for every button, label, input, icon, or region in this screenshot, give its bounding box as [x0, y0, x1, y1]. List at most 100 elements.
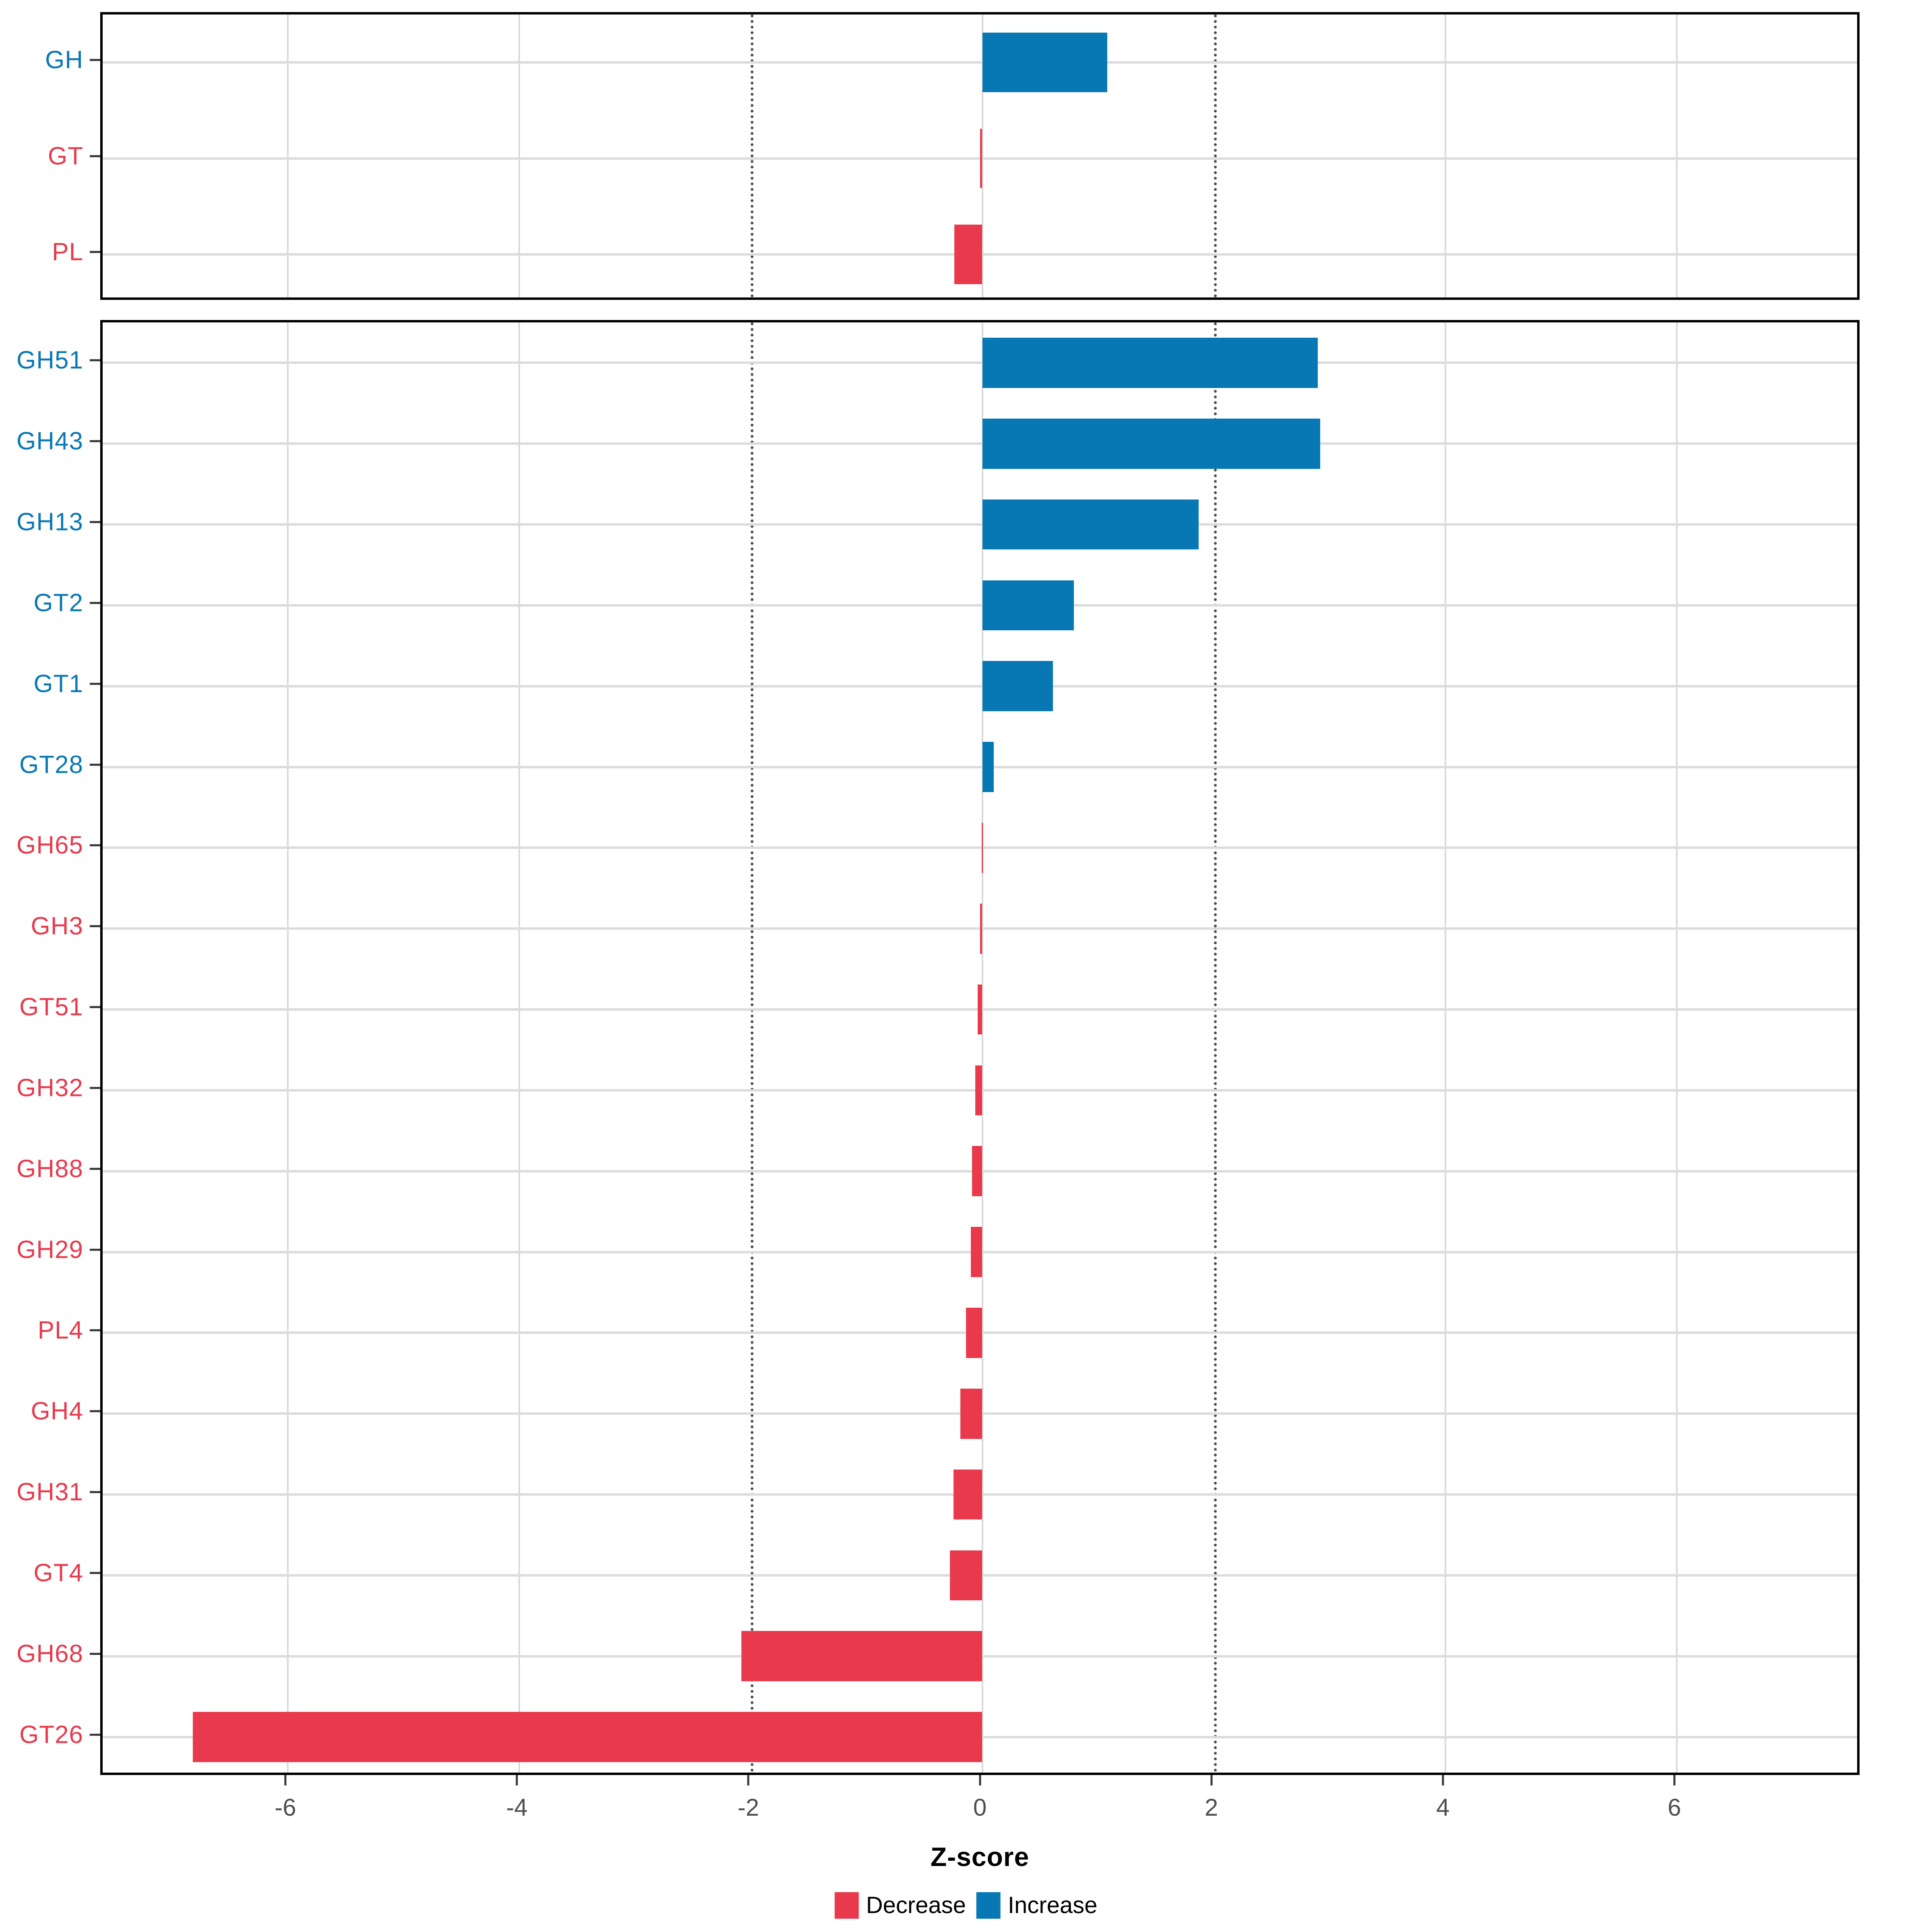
y-tick-mark — [90, 1572, 100, 1574]
y-tick-mark — [90, 844, 100, 846]
plot-area-bottom — [100, 320, 1860, 1775]
legend-label-decrease: Decrease — [866, 1892, 966, 1918]
reference-line — [1214, 14, 1217, 297]
x-tick-mark — [284, 1775, 287, 1785]
y-tick-mark — [90, 1087, 100, 1089]
bar-GH68 — [741, 1631, 983, 1681]
bar-GH51 — [982, 338, 1318, 388]
grid-line-vertical — [518, 14, 520, 297]
legend-swatch-decrease — [834, 1892, 859, 1919]
y-tick-mark — [90, 359, 100, 361]
y-tick-mark — [90, 1168, 100, 1170]
y-tick-mark — [90, 1006, 100, 1008]
grid-line-horizontal — [103, 685, 1857, 687]
legend-swatch-increase — [976, 1892, 1001, 1919]
x-tick-label--4: -4 — [506, 1794, 528, 1821]
grid-line-vertical — [287, 322, 289, 1773]
bar-GH — [982, 33, 1108, 93]
y-tick-mark — [90, 59, 100, 61]
y-tick-label-GT2: GT2 — [33, 589, 83, 617]
grid-line-vertical — [287, 14, 289, 297]
y-tick-label-GH3: GH3 — [31, 912, 83, 940]
grid-line-horizontal — [103, 604, 1857, 607]
y-tick-label-GH43: GH43 — [17, 427, 83, 455]
grid-line-horizontal — [103, 157, 1857, 160]
bar-GH65 — [982, 823, 983, 873]
y-tick-label-GH65: GH65 — [17, 831, 83, 859]
y-tick-label-GH68: GH68 — [17, 1640, 83, 1668]
bar-GT1 — [982, 661, 1053, 711]
legend-item-increase[interactable]: Increase — [976, 1892, 1097, 1919]
bar-GH13 — [982, 499, 1199, 550]
bar-GT4 — [949, 1550, 983, 1601]
y-tick-label-GH32: GH32 — [17, 1074, 83, 1102]
bar-GT2 — [982, 580, 1074, 631]
bar-PL4 — [966, 1308, 983, 1358]
reference-line — [751, 322, 754, 1773]
plot-area-top — [100, 12, 1860, 300]
y-tick-mark — [90, 155, 100, 157]
y-tick-mark — [90, 1491, 100, 1493]
y-tick-mark — [90, 440, 100, 442]
y-tick-label-GH4: GH4 — [31, 1397, 83, 1425]
grid-line-vertical — [1444, 14, 1446, 297]
y-tick-label-GT51: GT51 — [19, 993, 83, 1021]
y-tick-label-PL: PL — [52, 238, 83, 266]
grid-line-horizontal — [103, 846, 1857, 849]
grid-line-vertical — [1676, 322, 1678, 1773]
x-tick-label-6: 6 — [1668, 1794, 1681, 1821]
y-tick-label-PL4: PL4 — [37, 1316, 83, 1344]
x-tick-label-4: 4 — [1436, 1794, 1450, 1821]
bar-GH88 — [972, 1146, 983, 1196]
y-tick-label-GH88: GH88 — [17, 1155, 83, 1183]
y-tick-label-GH31: GH31 — [17, 1478, 83, 1506]
y-tick-mark — [90, 1329, 100, 1331]
y-tick-mark — [90, 1653, 100, 1655]
y-tick-label-GH13: GH13 — [17, 508, 83, 536]
y-tick-mark — [90, 521, 100, 523]
reference-line — [1214, 322, 1217, 1773]
y-tick-label-GT28: GT28 — [19, 751, 83, 779]
grid-line-vertical — [981, 14, 983, 297]
x-tick-label-0: 0 — [973, 1794, 987, 1821]
reference-line — [751, 14, 754, 297]
bar-GH31 — [953, 1469, 983, 1520]
bar-GH29 — [970, 1227, 983, 1277]
bar-GH43 — [982, 418, 1321, 469]
bar-GH32 — [975, 1065, 983, 1116]
y-tick-mark — [90, 602, 100, 604]
x-tick-mark — [979, 1775, 981, 1785]
y-tick-label-GT26: GT26 — [19, 1721, 83, 1749]
y-tick-mark — [90, 683, 100, 685]
bar-GH4 — [960, 1388, 983, 1439]
y-tick-mark — [90, 925, 100, 927]
x-tick-mark — [516, 1775, 518, 1785]
grid-line-horizontal — [103, 61, 1857, 64]
y-tick-label-GT1: GT1 — [33, 670, 83, 698]
x-tick-mark — [1442, 1775, 1444, 1785]
legend-item-decrease[interactable]: Decrease — [834, 1892, 966, 1919]
bar-GT51 — [977, 984, 983, 1035]
x-tick-label-2: 2 — [1204, 1794, 1218, 1821]
bar-GH3 — [980, 903, 983, 954]
grid-line-vertical — [981, 322, 983, 1773]
y-tick-label-GH: GH — [45, 46, 83, 74]
x-tick-mark — [747, 1775, 749, 1785]
x-tick-mark — [1673, 1775, 1676, 1785]
grid-line-vertical — [1444, 322, 1446, 1773]
y-tick-mark — [90, 1734, 100, 1736]
grid-line-horizontal — [103, 442, 1857, 445]
grid-line-horizontal — [103, 766, 1857, 768]
x-tick-mark — [1210, 1775, 1213, 1785]
bar-GT26 — [193, 1712, 983, 1762]
grid-line-vertical — [1676, 14, 1678, 297]
y-tick-label-GT: GT — [47, 142, 83, 170]
y-tick-mark — [90, 251, 100, 253]
bar-GT — [980, 128, 983, 188]
y-tick-mark — [90, 764, 100, 766]
grid-line-horizontal — [103, 361, 1857, 364]
grid-line-horizontal — [103, 927, 1857, 930]
grid-line-horizontal — [103, 523, 1857, 526]
